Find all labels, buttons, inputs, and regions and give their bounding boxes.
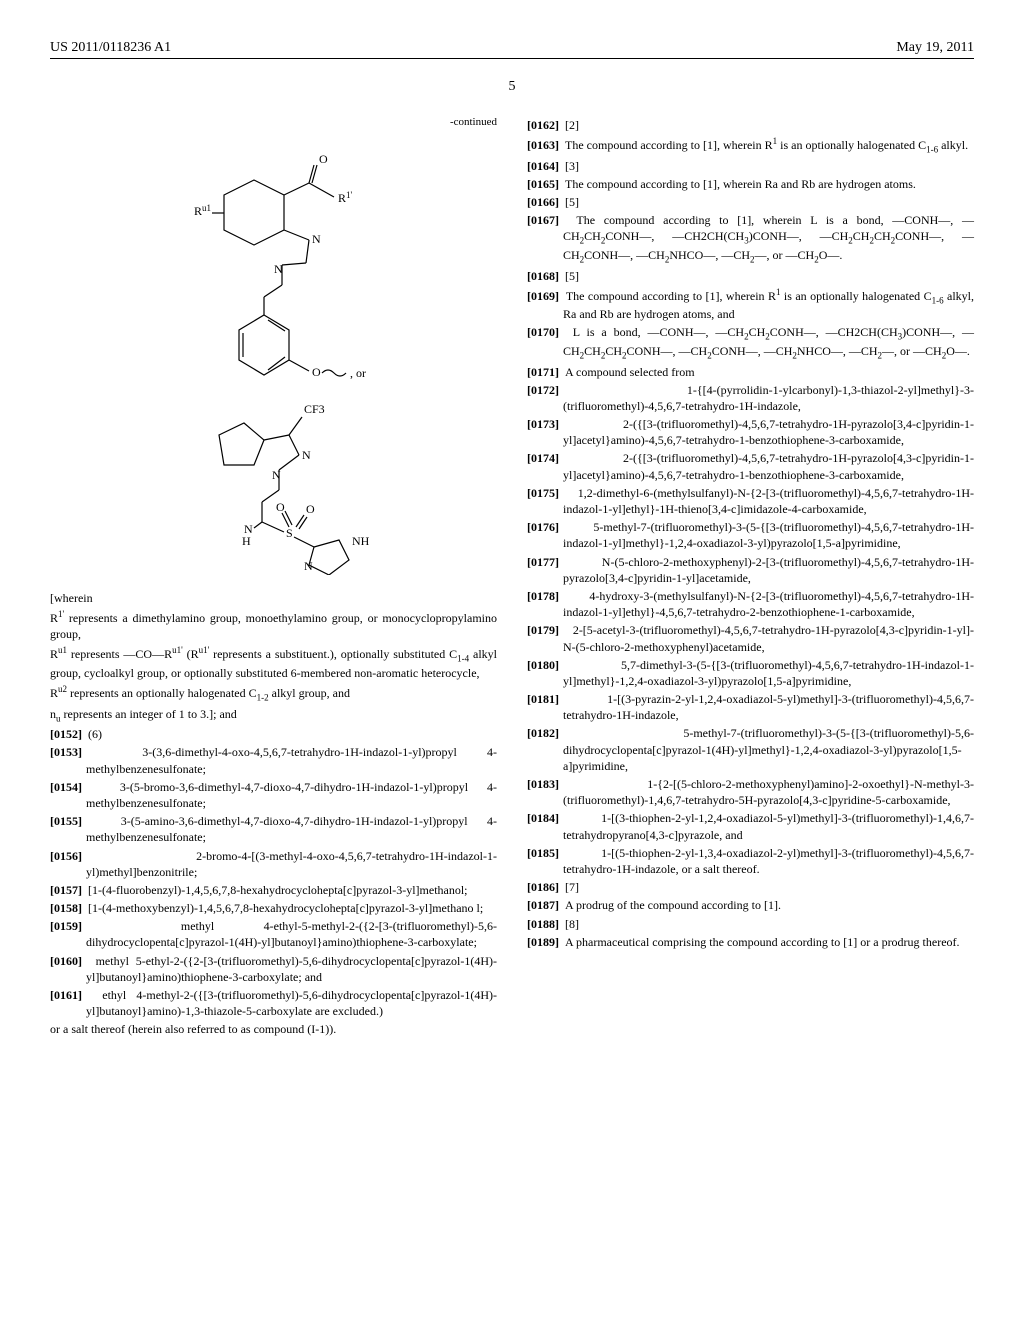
paragraph-entry: [0162] [2] xyxy=(527,117,974,133)
paragraph-entry: [0161] ethyl 4-methyl-2-({[3-(trifluorom… xyxy=(50,987,497,1019)
continued-label: -continued xyxy=(50,115,497,130)
body-text: Ru2 represents an optionally halogenated… xyxy=(50,683,497,704)
paragraph-entry: [0165] The compound according to [1], wh… xyxy=(527,176,974,192)
cf3-label: CF3 xyxy=(304,402,325,416)
paragraph-entry: [0171] A compound selected from xyxy=(527,364,974,380)
right-column: [0162] [2] [0163] The compound according … xyxy=(527,115,974,1040)
paragraph-entry: [0177] N-(5-chloro-2-methoxyphenyl)-2-[3… xyxy=(527,554,974,586)
svg-text:Ru1: Ru1 xyxy=(194,203,211,218)
h-label: H xyxy=(242,534,251,548)
paragraph-entry: [0181] 1-[(3-pyrazin-2-yl-1,2,4-oxadiazo… xyxy=(527,691,974,723)
paragraph-entry: [0166] [5] xyxy=(527,194,974,210)
paragraph-entry: [0189] A pharmaceutical comprising the c… xyxy=(527,934,974,950)
body-text: nu represents an integer of 1 to 3.]; an… xyxy=(50,706,497,725)
or-label: , or xyxy=(350,366,366,380)
paragraph-entry: [0160] methyl 5-ethyl-2-({2-[3-(trifluor… xyxy=(50,953,497,985)
content-columns: -continued O R1' N N xyxy=(50,115,974,1040)
paragraph-entry: [0158] [1-(4-methoxybenzyl)-1,4,5,6,7,8-… xyxy=(50,900,497,916)
paragraph-entry: [0183] 1-{2-[(5-chloro-2-methoxyphenyl)a… xyxy=(527,776,974,808)
n-label-1: N xyxy=(312,232,321,246)
footer-text: or a salt thereof (herein also referred … xyxy=(50,1021,497,1037)
paragraph-entry: [0182] 5-methyl-7-(trifluoromethyl)-3-(5… xyxy=(527,725,974,774)
paragraph-entry: [0173] 2-({[3-(trifluoromethyl)-4,5,6,7-… xyxy=(527,416,974,448)
body-text: Ru1 represents —CO—Ru1' (Ru1' represents… xyxy=(50,644,497,681)
paragraph-entry: [0176] 5-methyl-7-(trifluoromethyl)-3-(5… xyxy=(527,519,974,551)
paragraph-entry: [0167] The compound according to [1], wh… xyxy=(527,212,974,265)
paragraph-entry: [0185] 1-[(5-thiophen-2-yl-1,3,4-oxadiaz… xyxy=(527,845,974,877)
paragraph-entry: [0180] 5,7-dimethyl-3-(5-{[3-(trifluorom… xyxy=(527,657,974,689)
paragraph-entry: [0179] 2-[5-acetyl-3-(trifluoromethyl)-4… xyxy=(527,622,974,654)
paragraph-entry: [0187] A prodrug of the compound accordi… xyxy=(527,897,974,913)
paragraph-entry: [0169] The compound according to [1], wh… xyxy=(527,286,974,323)
wherein-label: [wherein xyxy=(50,590,497,606)
svg-text:O: O xyxy=(306,502,315,516)
paragraph-entry: [0164] [3] xyxy=(527,158,974,174)
paragraph-entry: [0174] 2-({[3-(trifluoromethyl)-4,5,6,7-… xyxy=(527,450,974,482)
paragraph-entry: [0168] [5] xyxy=(527,268,974,284)
paragraph-entry: [0153] 3-(3,6-dimethyl-4-oxo-4,5,6,7-tet… xyxy=(50,744,497,776)
svg-text:O: O xyxy=(276,500,285,514)
s-label: S xyxy=(286,526,293,540)
paragraph-entry: [0156] 2-bromo-4-[(3-methyl-4-oxo-4,5,6,… xyxy=(50,848,497,880)
svg-text:R1': R1' xyxy=(338,190,353,205)
page-number: 5 xyxy=(50,79,974,95)
paragraph-entry: [0188] [8] xyxy=(527,916,974,932)
page-header: US 2011/0118236 A1 May 19, 2011 xyxy=(50,40,974,59)
o-label-2: O xyxy=(312,365,321,379)
nh-label-2: NH xyxy=(352,534,370,548)
svg-text:(Ru2)nu: (Ru2)nu xyxy=(330,574,364,575)
left-column: -continued O R1' N N xyxy=(50,115,497,1040)
n-label-5: N xyxy=(304,559,313,573)
paragraph-entry: [0154] 3-(5-bromo-3,6-dimethyl-4,7-dioxo… xyxy=(50,779,497,811)
paragraph-entry: [0175] 1,2-dimethyl-6-(methylsulfanyl)-N… xyxy=(527,485,974,517)
paragraph-entry: [0157] [1-(4-fluorobenzyl)-1,4,5,6,7,8-h… xyxy=(50,882,497,898)
n-label-3: N xyxy=(302,448,311,462)
body-text: R1' represents a dimethylamino group, mo… xyxy=(50,608,497,642)
n-label-4: N xyxy=(272,468,281,482)
chemical-structure-figure: O R1' N N Ru1 xyxy=(50,135,497,575)
o-label: O xyxy=(319,152,328,166)
paragraph-entry: [0155] 3-(5-amino-3,6-dimethyl-4,7-dioxo… xyxy=(50,813,497,845)
paragraph-entry: [0163] The compound according to [1], wh… xyxy=(527,135,974,156)
paragraph-entry: [0170] L is a bond, —CONH—, —CH2CH2CONH—… xyxy=(527,324,974,361)
paragraph-entry: [0172] 1-{[4-(pyrrolidin-1-ylcarbonyl)-1… xyxy=(527,382,974,414)
publication-number: US 2011/0118236 A1 xyxy=(50,40,171,56)
paragraph-entry: [0184] 1-[(3-thiophen-2-yl-1,2,4-oxadiaz… xyxy=(527,810,974,842)
molecule-svg: O R1' N N Ru1 xyxy=(144,135,404,575)
paragraph-entry: [0178] 4-hydroxy-3-(methylsulfanyl)-N-{2… xyxy=(527,588,974,620)
paragraph-entry: [0152] (6) xyxy=(50,726,497,742)
paragraph-entry: [0186] [7] xyxy=(527,879,974,895)
paragraph-entry: [0159] methyl 4-ethyl-5-methyl-2-({2-[3-… xyxy=(50,918,497,950)
publication-date: May 19, 2011 xyxy=(896,40,974,56)
